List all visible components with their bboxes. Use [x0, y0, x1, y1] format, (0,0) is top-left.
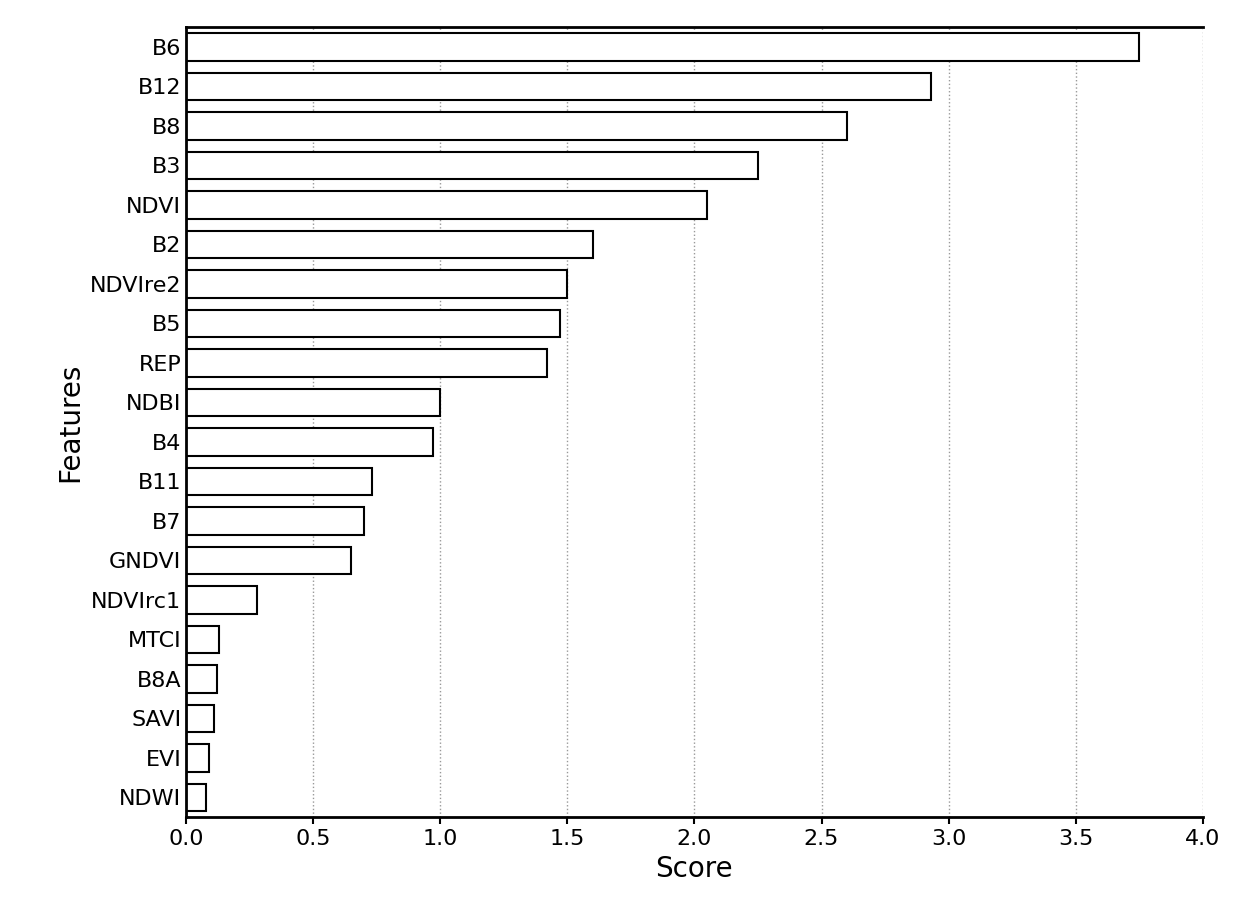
Bar: [186, 152, 758, 179]
Bar: [186, 784, 206, 811]
Bar: [186, 389, 440, 416]
Bar: [186, 231, 593, 258]
Bar: [186, 547, 351, 574]
Bar: [186, 468, 372, 495]
Bar: [186, 705, 215, 732]
Bar: [186, 587, 257, 614]
Bar: [186, 73, 931, 100]
Bar: [186, 429, 433, 456]
Bar: [186, 310, 559, 337]
Bar: [186, 626, 219, 653]
Bar: [186, 350, 547, 377]
Y-axis label: Features: Features: [56, 362, 84, 482]
X-axis label: Score: Score: [656, 854, 733, 883]
Bar: [186, 271, 567, 298]
Bar: [186, 192, 707, 219]
Bar: [186, 508, 363, 535]
Bar: [186, 666, 217, 693]
Bar: [186, 745, 208, 772]
Bar: [186, 113, 847, 140]
Bar: [186, 34, 1140, 61]
